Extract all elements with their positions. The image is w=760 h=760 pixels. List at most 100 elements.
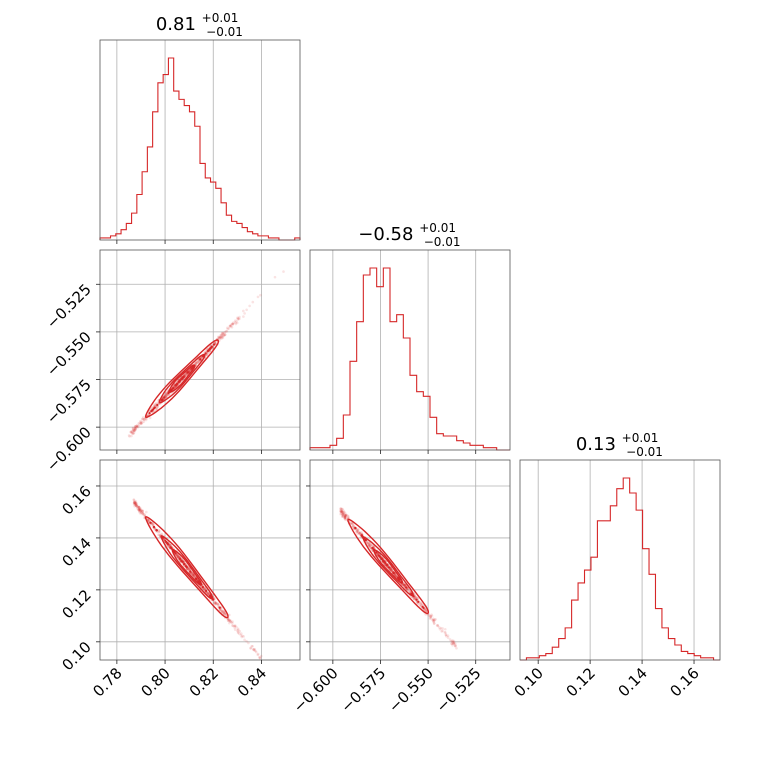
sample-point [206, 591, 210, 595]
sample-point [137, 422, 140, 425]
sample-point [231, 322, 235, 326]
sample-point [192, 573, 195, 577]
sample-point [402, 583, 406, 587]
y-tick-label: −0.525 [43, 280, 95, 332]
core-point [186, 371, 189, 374]
core-point [184, 565, 188, 568]
sample-point [191, 573, 195, 577]
sample-point [141, 512, 145, 516]
sample-point [188, 368, 191, 372]
x-tick-label: 0.82 [186, 664, 222, 700]
sample-point [231, 624, 234, 627]
sample-point [231, 620, 234, 623]
sample-point [217, 336, 221, 339]
sample-point [235, 625, 238, 629]
sample-point [446, 636, 450, 639]
sample-point [176, 555, 180, 558]
sample-point [227, 327, 231, 330]
sample-point [347, 515, 350, 518]
sample-point [453, 642, 457, 646]
sample-point [339, 510, 342, 513]
sample-point [345, 513, 348, 517]
sample-point [195, 361, 199, 365]
sample-point [395, 574, 398, 578]
sample-point [404, 584, 408, 587]
sample-point [175, 554, 179, 558]
y-tick-label: −0.550 [43, 328, 95, 380]
sample-point [196, 360, 199, 364]
sample-point [429, 615, 432, 618]
sample-point [360, 531, 363, 534]
core-point [164, 539, 167, 542]
sample-point [164, 391, 168, 395]
sample-point [430, 614, 434, 618]
sample-point [133, 429, 137, 433]
sample-point [229, 324, 232, 327]
sample-point [403, 584, 406, 588]
sample-point [385, 565, 389, 569]
sample-point [178, 555, 182, 559]
sample-point [167, 393, 171, 397]
sample-point [340, 507, 344, 511]
sample-point [192, 574, 195, 578]
sample-point [450, 642, 453, 646]
sample-point [429, 616, 433, 620]
sample-point [356, 529, 360, 532]
core-point [166, 543, 170, 546]
sample-point [451, 641, 454, 644]
sample-point [138, 509, 141, 512]
sample-point [141, 511, 145, 515]
sample-point [236, 627, 240, 631]
core-point [417, 600, 420, 603]
sample-point [183, 373, 187, 377]
sample-point [214, 600, 217, 604]
sample-point [214, 602, 217, 606]
sample-point [183, 373, 187, 376]
sample-point [245, 308, 248, 312]
sample-point [172, 385, 176, 388]
sample-point [133, 425, 137, 428]
sample-point [137, 505, 140, 509]
sample-point [357, 530, 360, 534]
sample-point [226, 619, 230, 622]
sample-point [341, 514, 345, 518]
sample-point [365, 541, 369, 545]
core-point [197, 580, 200, 583]
sample-point [187, 369, 191, 373]
sample-point [449, 639, 453, 643]
sample-point [352, 523, 355, 527]
sample-point [258, 656, 262, 660]
core-point [204, 352, 207, 355]
contour-level-1 [144, 339, 220, 419]
sample-point [213, 600, 216, 604]
sample-point [173, 385, 177, 389]
sample-point [134, 501, 137, 505]
sample-point [142, 418, 146, 421]
sample-point [452, 641, 455, 644]
sample-point [339, 509, 342, 512]
sample-point [137, 508, 141, 511]
sample-point [158, 533, 161, 537]
sample-point [402, 583, 406, 587]
sample-point [236, 628, 240, 632]
sample-point [139, 422, 143, 425]
sample-point [186, 567, 190, 571]
core-point [208, 594, 212, 597]
core-point [155, 529, 158, 532]
sample-point [138, 507, 142, 511]
sample-point [191, 573, 194, 577]
core-point [384, 561, 387, 565]
sample-point [226, 326, 229, 330]
sample-point [340, 510, 343, 513]
sample-point [341, 515, 345, 518]
sample-point [231, 624, 235, 628]
core-point [174, 384, 178, 387]
sample-point [229, 325, 233, 328]
sample-point [139, 509, 143, 512]
sample-point [415, 596, 418, 599]
sample-point [341, 510, 344, 514]
sample-point [233, 626, 236, 629]
sample-point [228, 618, 232, 622]
sample-point [219, 608, 222, 612]
